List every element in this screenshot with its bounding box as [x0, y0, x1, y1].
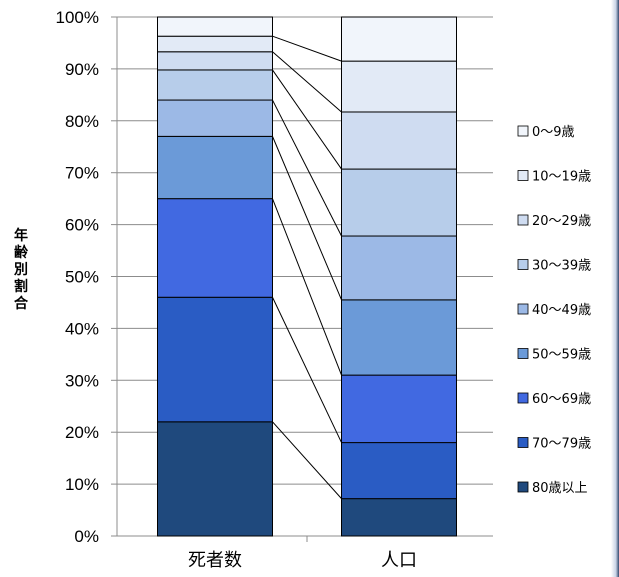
legend-label: 70〜79歳	[532, 437, 591, 452]
series-line	[272, 198, 342, 376]
y-tick-label: 70%	[65, 164, 99, 183]
bar-segment	[157, 69, 273, 101]
legend-label: 60〜69歳	[532, 392, 591, 407]
series-line	[272, 136, 342, 301]
legend-label: 80歳以上	[532, 481, 588, 496]
bar-segment	[341, 299, 457, 376]
bar-segment	[341, 442, 457, 500]
legend-swatch	[517, 392, 529, 404]
y-tick-label: 60%	[65, 216, 99, 235]
bar-segment	[157, 135, 273, 200]
y-tick-label: 90%	[65, 60, 99, 79]
y-tick-label: 40%	[65, 319, 99, 338]
bar-segment	[341, 498, 457, 537]
bar-segment	[341, 111, 457, 170]
bar-segment	[341, 168, 457, 237]
legend-label: 30〜39歳	[532, 259, 591, 274]
y-tick-label: 50%	[65, 268, 99, 287]
bar-segment	[157, 51, 273, 71]
legend-swatch	[517, 481, 529, 493]
bar-segment	[157, 198, 273, 298]
legend-swatch	[517, 214, 529, 226]
bar-segment	[341, 374, 457, 444]
bar-segment	[157, 421, 273, 537]
series-line	[272, 297, 342, 443]
x-tick-label: 人口	[381, 550, 417, 571]
legend-swatch	[517, 259, 529, 270]
legend-label: 10〜19歳	[532, 170, 591, 185]
series-line	[272, 35, 342, 62]
legend-swatch	[517, 348, 529, 359]
x-tick-label: 死者数	[188, 550, 242, 571]
bar-segment	[157, 35, 273, 53]
legend-swatch	[517, 125, 529, 137]
bar-segment	[157, 16, 273, 37]
legend-label: 50〜59歳	[532, 348, 591, 363]
y-tick-label: 0%	[74, 527, 99, 546]
legend-swatch	[517, 170, 529, 181]
y-tick-label: 30%	[65, 371, 99, 390]
legend-label: 40〜49歳	[532, 303, 591, 318]
series-line	[272, 421, 342, 499]
bar-segment	[341, 235, 457, 301]
series-line	[272, 69, 342, 170]
bar-segment	[341, 16, 457, 62]
y-tick-label: 10%	[65, 475, 99, 494]
y-tick-label: 20%	[65, 423, 99, 442]
y-tick-label: 100%	[56, 8, 99, 27]
y-tick-label: 80%	[65, 112, 99, 131]
legend-swatch	[517, 303, 529, 315]
series-line	[272, 99, 342, 237]
bar-segment	[341, 60, 457, 113]
series-line	[272, 51, 342, 113]
legend-label: 20〜29歳	[532, 214, 591, 229]
bar-segment	[157, 296, 273, 423]
bar-segment	[157, 99, 273, 137]
y-axis-title: 年齢別割合	[14, 228, 28, 312]
legend-swatch	[517, 437, 529, 448]
slide-right-edge	[611, 0, 619, 577]
legend-label: 0〜9歳	[532, 125, 575, 140]
